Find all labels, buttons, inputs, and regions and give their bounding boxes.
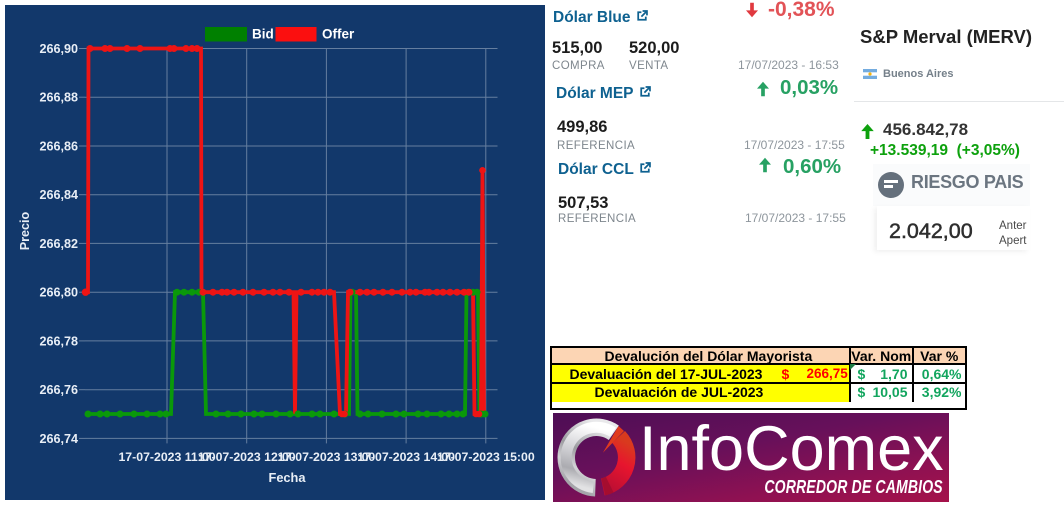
svg-text:17-07-2023 12:00: 17-07-2023 12:00 [198,450,296,464]
svg-text:266,86: 266,86 [39,140,78,154]
svg-text:266,78: 266,78 [39,334,78,348]
svg-text:17-07-2023 14:00: 17-07-2023 14:00 [357,450,455,464]
svg-text:Offer: Offer [322,27,355,42]
svg-text:17-07-2023 15:00: 17-07-2023 15:00 [437,450,535,464]
svg-text:266,84: 266,84 [39,188,78,202]
svg-text:17-07-2023 11:00: 17-07-2023 11:00 [118,450,215,464]
svg-text:Precio: Precio [18,211,32,250]
svg-text:266,88: 266,88 [39,91,78,105]
svg-text:17-07-2023 13:00: 17-07-2023 13:00 [278,450,376,464]
svg-text:266,76: 266,76 [39,383,78,397]
svg-text:266,82: 266,82 [39,237,78,251]
svg-text:266,80: 266,80 [39,286,78,300]
svg-text:266,74: 266,74 [39,432,78,446]
svg-text:Fecha: Fecha [269,470,307,485]
svg-text:266,90: 266,90 [39,42,78,56]
svg-text:Bid: Bid [252,27,274,42]
